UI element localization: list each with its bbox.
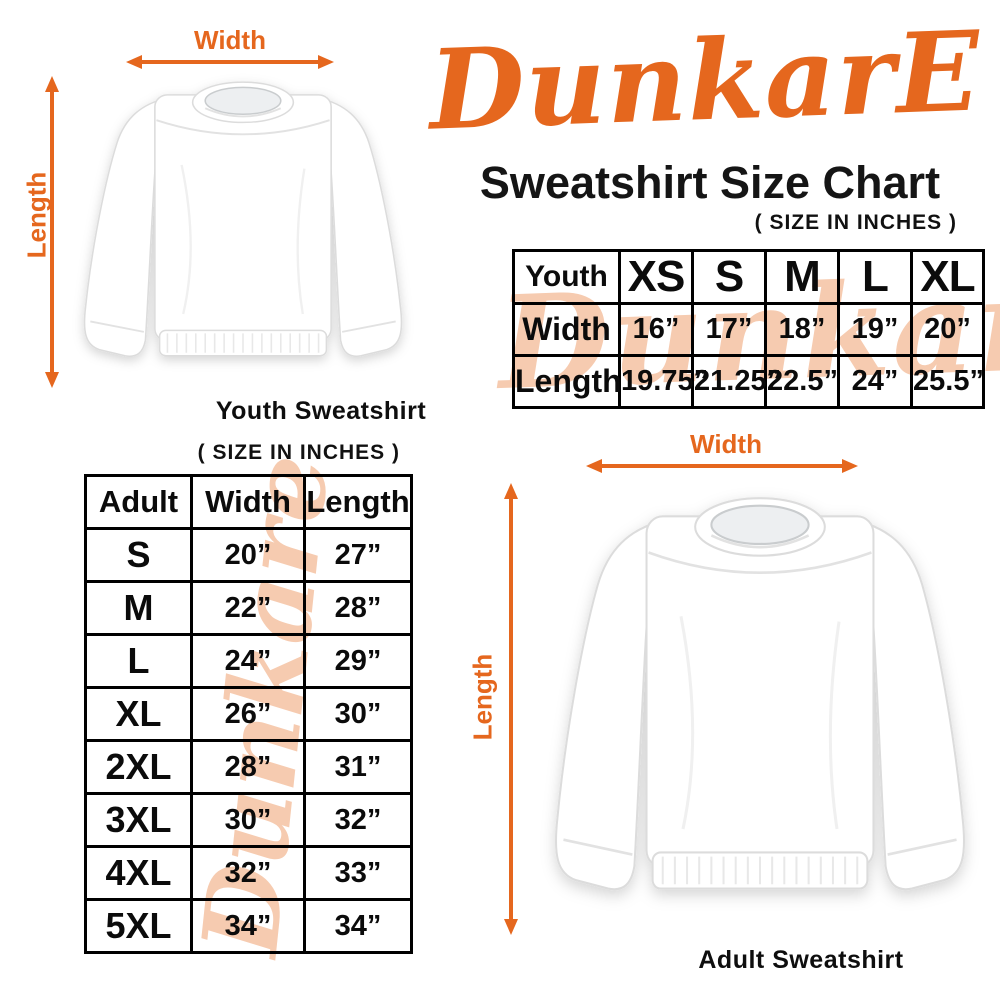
adult_table-value-cell: 29” <box>303 633 413 689</box>
adult_table-row: 2XL 28” 31” <box>84 739 413 795</box>
youth_table-header-cell: Youth <box>512 249 621 305</box>
units-note-top: ( SIZE IN INCHES ) <box>754 211 957 234</box>
youth_table-header-cell: S <box>691 249 767 305</box>
adult_table-row-label: L <box>84 633 193 689</box>
adult_table-value-cell: 30” <box>303 686 413 742</box>
adult_table-value-cell: 24” <box>190 633 306 689</box>
youth_table-value-cell: 17” <box>691 302 767 357</box>
youth_table-header-cell: XS <box>618 249 694 305</box>
youth-table-header-row: Youth XS S M L XL <box>512 249 985 305</box>
adult_table-row: 4XL 32” 33” <box>84 845 413 901</box>
adult_table-row: S 20” 27” <box>84 527 413 583</box>
youth-caption: Youth Sweatshirt <box>215 397 427 425</box>
adult_table-value-cell: 22” <box>190 580 306 636</box>
adult_table-row-label: 3XL <box>84 792 193 848</box>
adult_table-value-cell: 34” <box>303 898 413 954</box>
adult-table-header-row: Adult Width Length <box>84 474 413 530</box>
youth-width-label: Width <box>194 25 266 55</box>
youth_table-header-cell: XL <box>910 249 985 305</box>
adult_table-row: L 24” 29” <box>84 633 413 689</box>
youth_table-header-cell: L <box>837 249 913 305</box>
adult-sweatshirt-image <box>554 497 966 891</box>
adult-length-label: Length <box>467 653 498 741</box>
youth_table-value-cell: 16” <box>618 302 694 357</box>
adult_table-row-label: S <box>84 527 193 583</box>
adult_table-header-cell: Length <box>303 474 413 530</box>
adult_table-value-cell: 32” <box>303 792 413 848</box>
adult_table-row-label: 2XL <box>84 739 193 795</box>
youth-width-arrow-icon <box>126 55 334 69</box>
youth_table-value-cell: 20” <box>910 302 985 357</box>
adult_table-row-label: 5XL <box>84 898 193 954</box>
youth_table-value-cell: 22.5” <box>764 354 840 409</box>
adult_table-header-cell: Width <box>190 474 306 530</box>
adult_table-value-cell: 20” <box>190 527 306 583</box>
page-title: Sweatshirt Size Chart <box>479 157 941 208</box>
adult_table-row: M 22” 28” <box>84 580 413 636</box>
adult_table-value-cell: 32” <box>190 845 306 901</box>
youth_table-value-cell: 24” <box>837 354 913 409</box>
adult_table-value-cell: 33” <box>303 845 413 901</box>
youth_table-row: Width 16” 17” 18” 19” 20” <box>512 302 985 357</box>
adult_table-header-cell: Adult <box>84 474 193 530</box>
adult_table-row-label: 4XL <box>84 845 193 901</box>
youth_table-row-label: Length <box>512 354 622 409</box>
units-note-adult: ( SIZE IN INCHES ) <box>197 441 400 464</box>
youth_table-row: Length 19.75” 21.25” 22.5” 24” 25.5” <box>512 354 985 409</box>
adult_table-row-label: M <box>84 580 193 636</box>
youth_table-value-cell: 19” <box>837 302 913 357</box>
youth_table-row-label: Width <box>512 302 621 357</box>
adult_table-row: XL 26” 30” <box>84 686 413 742</box>
youth-sweatshirt-image <box>83 81 403 357</box>
adult_table-row: 5XL 34” 34” <box>84 898 413 954</box>
youth_table-header-cell: M <box>764 249 840 305</box>
youth_table-value-cell: 25.5” <box>910 354 985 409</box>
adult-width-arrow-icon <box>586 459 858 473</box>
youth_table-value-cell: 18” <box>764 302 840 357</box>
adult_table-row-label: XL <box>84 686 193 742</box>
youth_table-value-cell: 19.75” <box>618 354 708 409</box>
adult-caption: Adult Sweatshirt <box>698 946 904 974</box>
adult_table-value-cell: 28” <box>190 739 306 795</box>
adult_table-value-cell: 34” <box>190 898 306 954</box>
brand-logo: DunkarE <box>426 6 983 155</box>
adult_table-value-cell: 27” <box>303 527 413 583</box>
youth-length-arrow-icon <box>45 76 59 388</box>
adult_table-value-cell: 30” <box>190 792 306 848</box>
adult_table-value-cell: 31” <box>303 739 413 795</box>
adult_table-row: 3XL 30” 32” <box>84 792 413 848</box>
adult-size-table: Adult Width Length S 20” 27” M 22” 28” L 24” 29” XL… <box>84 474 413 954</box>
adult_table-value-cell: 26” <box>190 686 306 742</box>
adult-length-arrow-icon <box>504 483 518 935</box>
youth_table-value-cell: 21.25” <box>691 354 781 409</box>
youth-size-table: Youth XS S M L XL Width 16” 17” 18” 19” 20” Length 1… <box>512 249 985 409</box>
adult_table-value-cell: 28” <box>303 580 413 636</box>
adult-width-label: Width <box>690 429 762 459</box>
